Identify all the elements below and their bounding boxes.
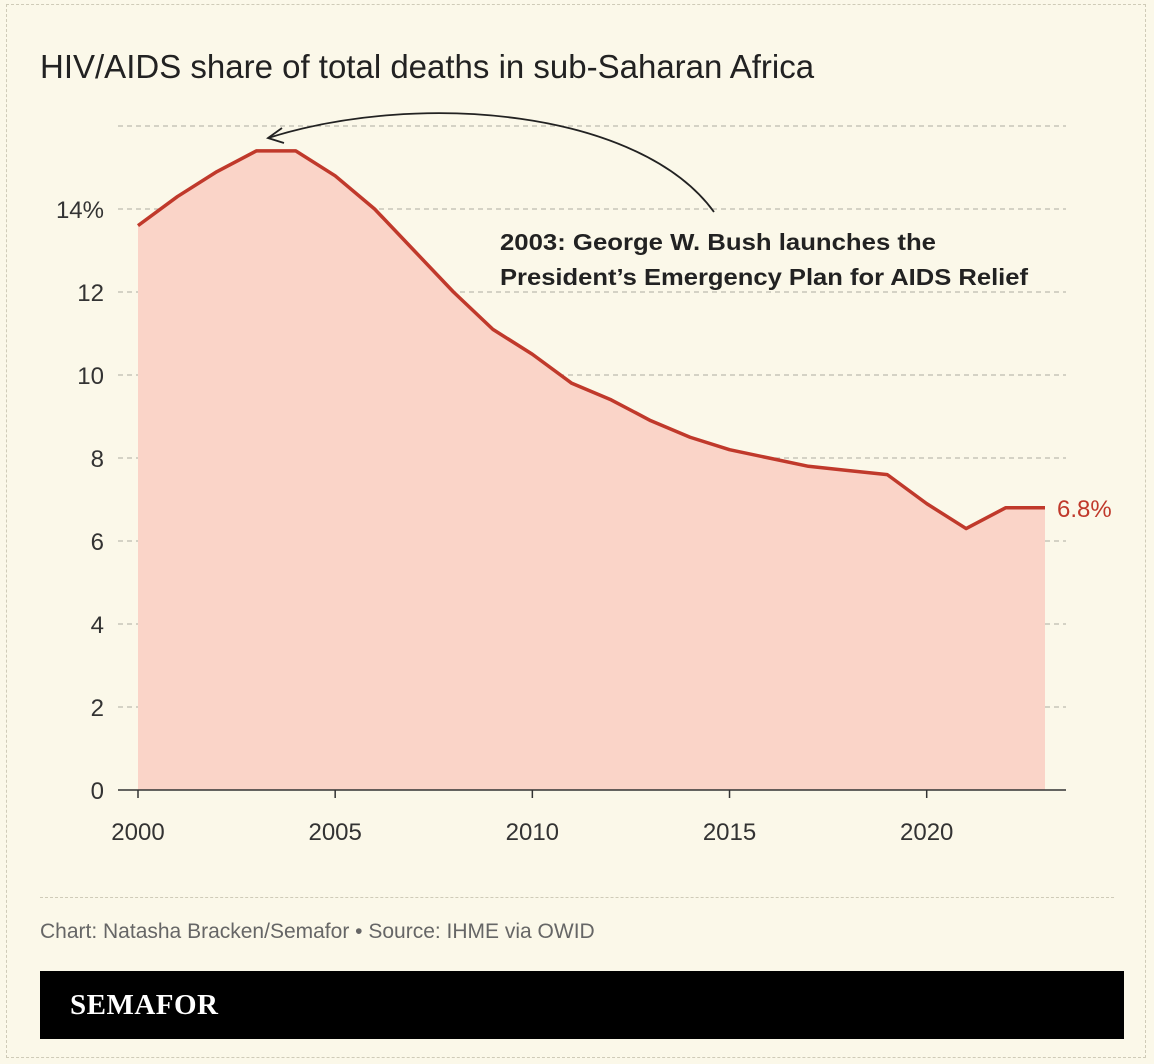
x-tick-label: 2010 <box>506 819 559 846</box>
y-tick-label: 2 <box>91 695 104 722</box>
y-tick-label: 14% <box>56 197 104 224</box>
y-tick-label: 4 <box>91 612 104 639</box>
y-tick-label: 12 <box>77 280 104 307</box>
x-tick-label: 2020 <box>900 819 953 846</box>
chart-title: HIV/AIDS share of total deaths in sub-Sa… <box>40 48 815 85</box>
x-tick-label: 2005 <box>308 819 361 846</box>
y-tick-label: 6 <box>91 529 104 556</box>
semafor-logo: SEMAFOR <box>70 989 219 1021</box>
y-tick-label: 0 <box>91 778 104 805</box>
brand-bar: SEMAFOR <box>40 971 1124 1039</box>
footer-divider <box>40 897 1114 898</box>
y-tick-label: 8 <box>91 446 104 473</box>
chart-credit: Chart: Natasha Bracken/Semafor • Source:… <box>40 920 595 943</box>
chart-frame <box>6 4 1146 1058</box>
annotation-text: President’s Emergency Plan for AIDS Reli… <box>500 264 1028 290</box>
y-tick-label: 10 <box>77 363 104 390</box>
x-tick-label: 2015 <box>703 819 756 846</box>
end-value-label: 6.8% <box>1057 496 1112 523</box>
annotation-text: 2003: George W. Bush launches the <box>500 229 936 255</box>
x-tick-label: 2000 <box>111 819 164 846</box>
series-line <box>136 149 1045 531</box>
arrowhead-icon <box>266 127 285 144</box>
area-fill <box>138 150 1045 790</box>
annotation-arrow <box>267 112 715 213</box>
